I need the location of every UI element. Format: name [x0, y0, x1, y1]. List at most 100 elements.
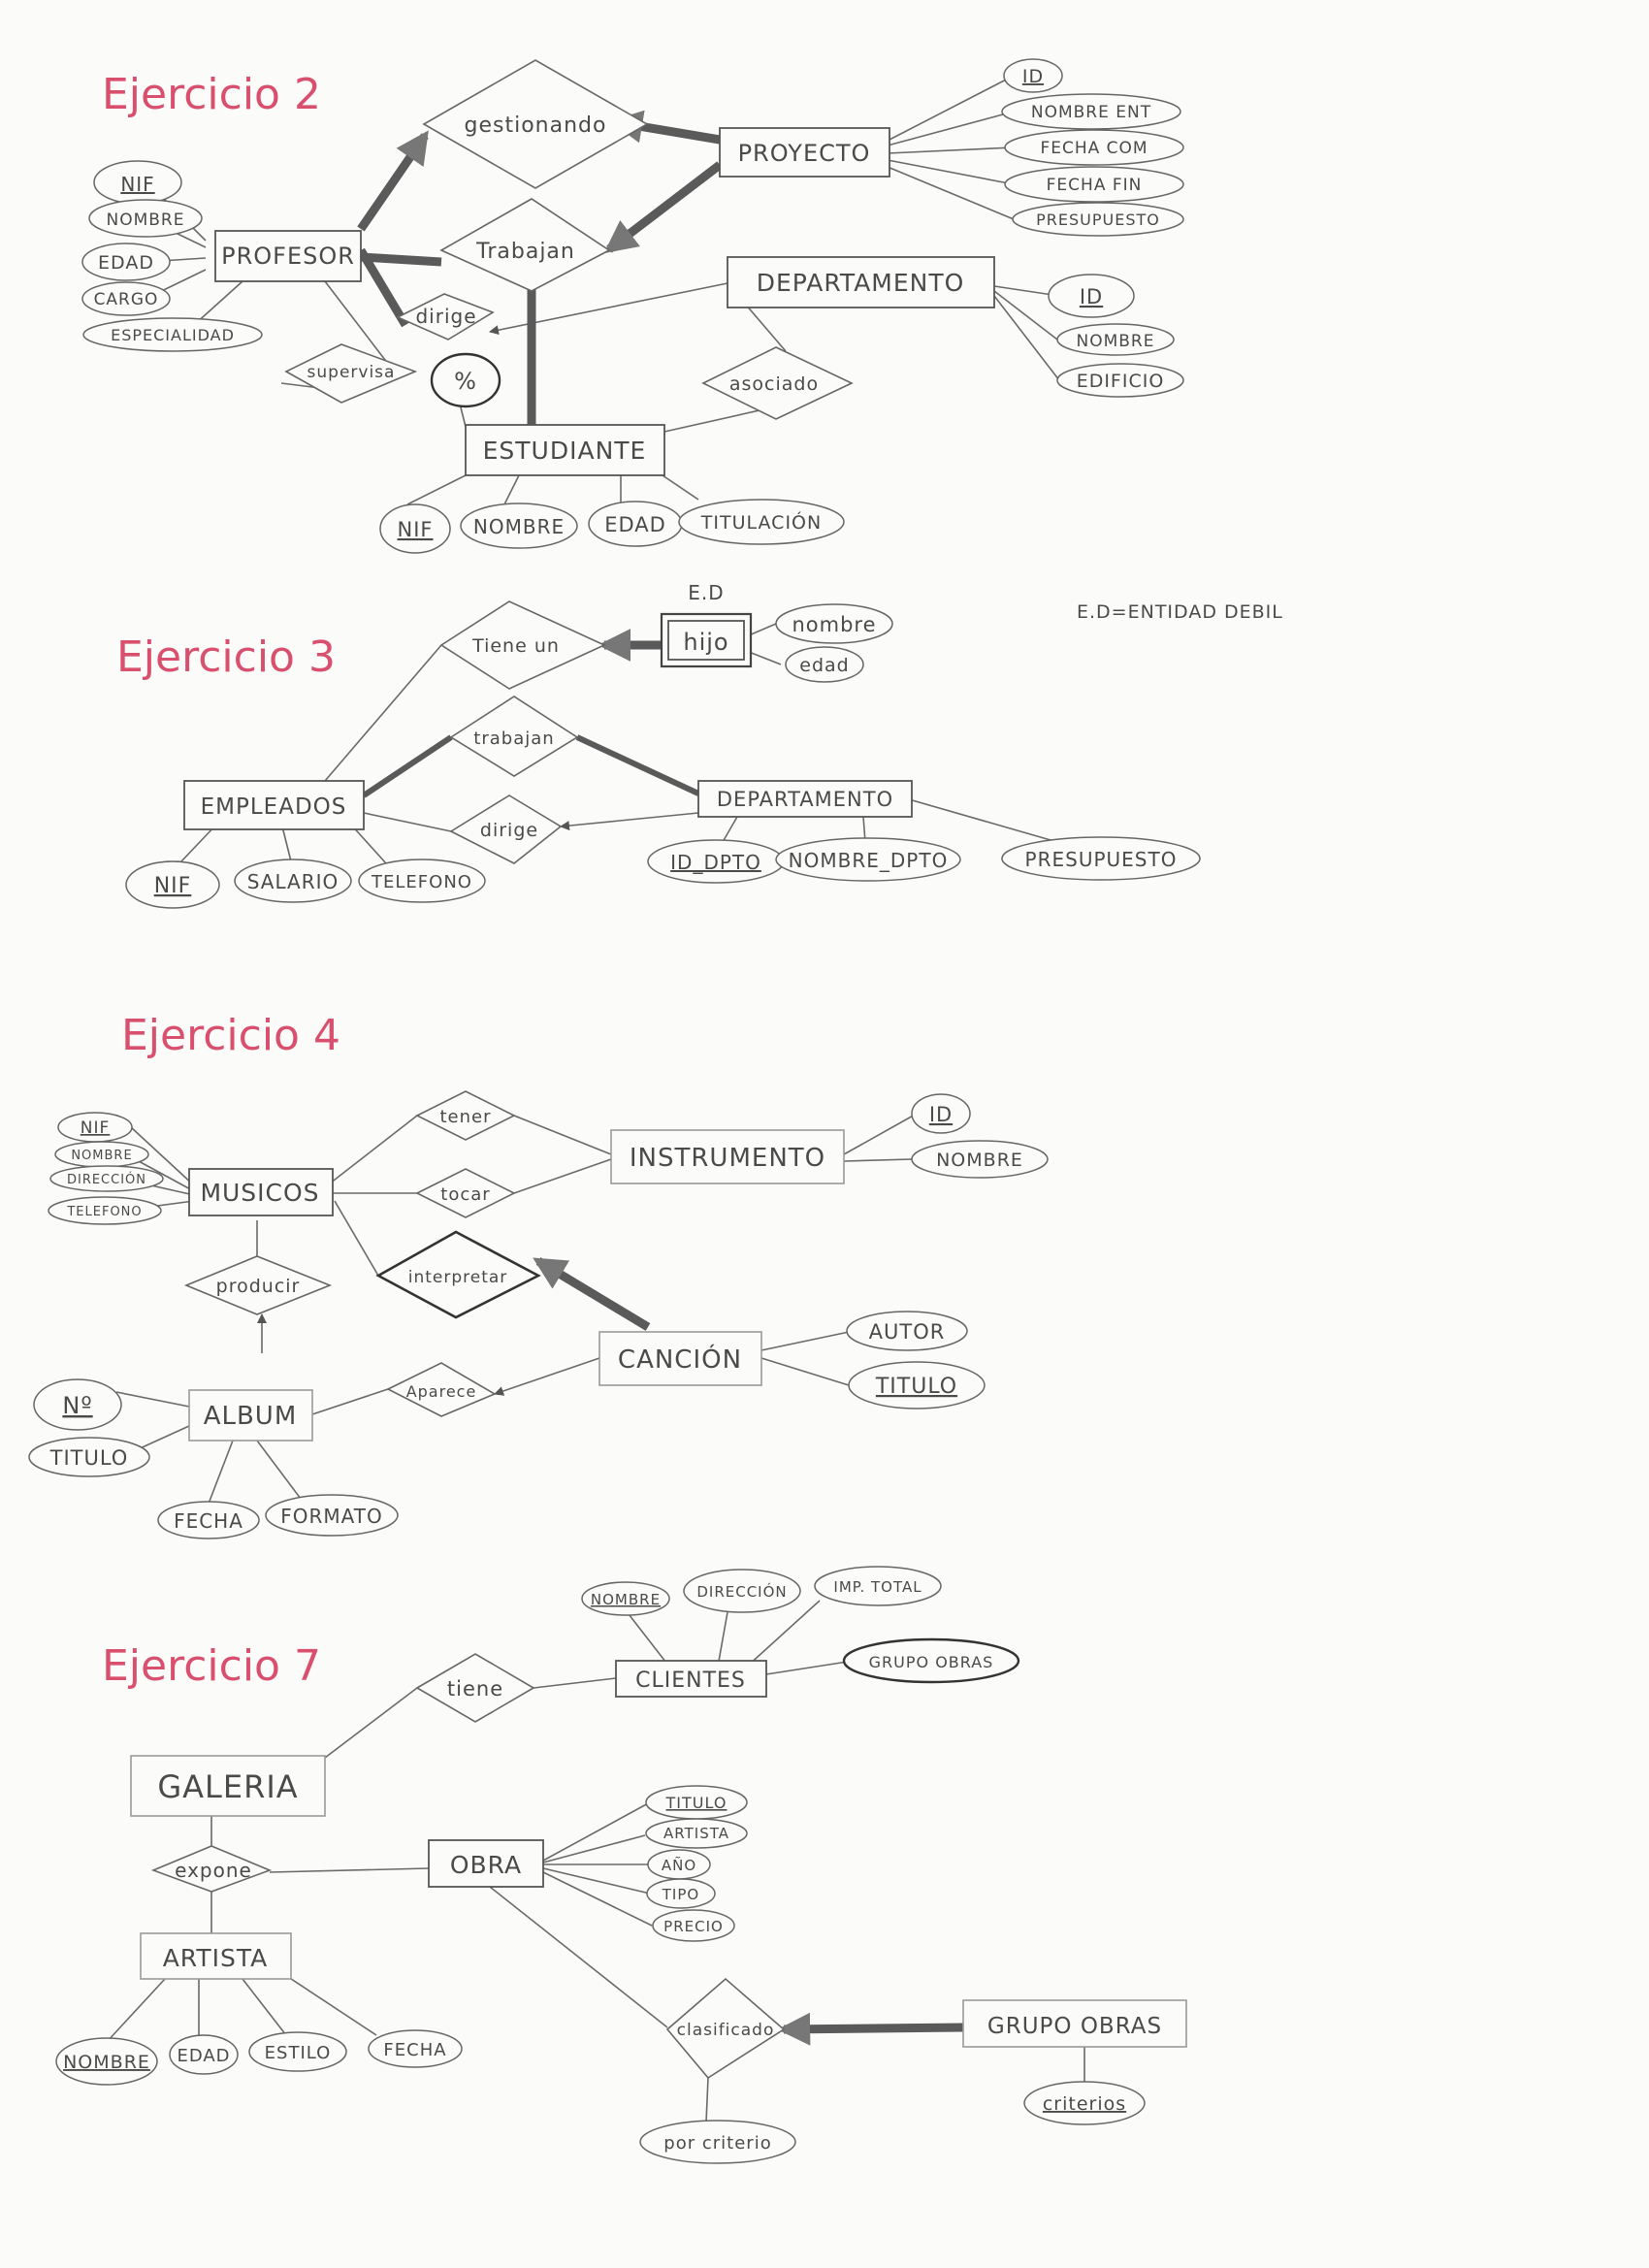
relation-dirige	[396, 293, 495, 340]
attribute-nombre	[88, 199, 203, 238]
relation-gestionando	[422, 59, 649, 189]
attribute-criterios	[1023, 2081, 1146, 2125]
attribute-artista	[645, 1818, 748, 1849]
entity-label: PROFESOR	[221, 243, 355, 270]
attribute-label-key: NOMBRE	[63, 2052, 150, 2073]
attribute-label-key: ID	[1080, 285, 1103, 308]
attribute-label: EDAD	[98, 252, 154, 274]
attribute-label: TITULACIÓN	[700, 510, 822, 534]
attribute-titulo	[28, 1437, 150, 1477]
attribute-estilo	[248, 2031, 347, 2072]
relation-label: tener	[439, 1107, 491, 1127]
participation-percent	[430, 352, 501, 408]
attribute-fecha-com	[1004, 129, 1184, 166]
attribute-label: NOMBRE	[107, 211, 185, 230]
entity-obra	[428, 1839, 544, 1888]
attribute-telefono	[358, 859, 486, 903]
attribute-nombre	[775, 603, 893, 644]
relation-aparece	[386, 1362, 497, 1417]
relation-producir	[183, 1255, 333, 1315]
attribute-label: FORMATO	[280, 1505, 383, 1528]
attribute-formato	[265, 1494, 399, 1537]
heading-ejercicio-4: Ejercicio 4	[121, 1011, 340, 1060]
entity-label: INSTRUMENTO	[630, 1144, 825, 1173]
attribute-label: NOMBRE_DPTO	[789, 849, 949, 872]
attribute-edificio	[1056, 363, 1184, 398]
attribute-label-key: NIF	[81, 1118, 111, 1138]
relation-trabajan	[449, 696, 579, 777]
entity-label: CANCIÓN	[618, 1344, 742, 1375]
entity-label: PROYECTO	[738, 140, 871, 167]
entity-label: DEPARTAMENTO	[757, 269, 965, 297]
relation-label: dirige	[415, 305, 476, 328]
attribute-nombre-ent	[1001, 93, 1181, 130]
entity-label: MUSICOS	[200, 1179, 319, 1207]
attribute-precio	[652, 1909, 735, 1942]
entity-label: DEPARTAMENTO	[717, 788, 893, 811]
entity-label: GRUPO OBRAS	[987, 2014, 1162, 2039]
attribute-label: DIRECCIÓN	[67, 1172, 146, 1187]
attribute-label-key: TITULO	[665, 1794, 728, 1812]
attribute-label: nombre	[792, 613, 876, 636]
attribute-label: IMP. TOTAL	[833, 1578, 922, 1596]
attribute-nombre-dpto	[775, 837, 961, 882]
diagram-ejercicio-2: gestionando Trabajan dirige % supervisa …	[81, 58, 1184, 554]
relation-label: expone	[175, 1859, 252, 1882]
attribute-label: EDAD	[177, 2046, 230, 2066]
attribute-tipo	[646, 1878, 716, 1909]
attribute-label: por criterio	[663, 2133, 771, 2154]
attribute-direccion	[49, 1165, 164, 1192]
attribute-label: TELEFONO	[66, 1205, 142, 1219]
entity-departamento	[697, 780, 913, 818]
percent-label: %	[454, 368, 477, 395]
entity-estudiante	[465, 424, 665, 476]
attribute-presupuesto	[1012, 202, 1184, 237]
relation-label: asociado	[729, 373, 819, 395]
attribute-autor	[846, 1311, 968, 1351]
relation-dirige	[449, 794, 563, 864]
heading-ejercicio-2: Ejercicio 2	[102, 70, 321, 119]
entity-label: CLIENTES	[635, 1669, 746, 1693]
relation-asociado	[701, 346, 854, 420]
attribute-edad	[81, 243, 171, 281]
attribute-titulo	[848, 1361, 986, 1409]
heading-ejercicio-7: Ejercicio 7	[102, 1641, 321, 1691]
attribute-edad	[169, 2034, 239, 2075]
attribute-direccion	[683, 1569, 801, 1613]
relation-label: tocar	[440, 1184, 490, 1205]
entity-instrumento	[610, 1129, 845, 1184]
attribute-imp-total	[814, 1566, 942, 1606]
attribute-nombre	[460, 502, 578, 549]
entity-label: GALERIA	[157, 1768, 298, 1805]
entity-label: OBRA	[450, 1851, 522, 1879]
weak-entity-inner	[667, 620, 745, 661]
attribute-label: TITULO	[49, 1446, 129, 1470]
attribute-titulacion	[678, 499, 845, 545]
connector-lines	[106, 75, 1085, 2123]
attribute-presupuesto	[1001, 836, 1201, 881]
attribute-telefono	[48, 1196, 162, 1225]
attribute-id	[1003, 58, 1063, 93]
attribute-numero	[33, 1378, 122, 1431]
attribute-id	[1048, 274, 1135, 318]
relation-supervisa	[284, 343, 418, 404]
attribute-por-criterio	[639, 2120, 796, 2164]
attribute-label-key: criterios	[1043, 2093, 1126, 2115]
diagram-ejercicio-4: tener tocar interpretar producir Aparece…	[28, 1090, 1049, 1539]
entity-album	[188, 1389, 313, 1442]
relation-tocar	[415, 1168, 516, 1218]
entity-empleados	[183, 780, 365, 830]
relation-trabajan	[439, 198, 611, 292]
attribute-label: NOMBRE	[936, 1150, 1023, 1171]
attribute-nombre	[55, 2037, 158, 2086]
attribute-nombre	[1056, 323, 1175, 356]
entity-label: ALBUM	[204, 1402, 298, 1431]
attribute-label: FECHA	[174, 1509, 243, 1533]
relation-label: tiene	[447, 1677, 503, 1701]
attribute-label: GRUPO OBRAS	[869, 1653, 994, 1671]
attribute-label: DIRECCIÓN	[696, 1582, 787, 1601]
entity-label: hijo	[683, 629, 728, 656]
attribute-fecha	[157, 1501, 260, 1539]
heading-ejercicio-3: Ejercicio 3	[116, 632, 336, 682]
